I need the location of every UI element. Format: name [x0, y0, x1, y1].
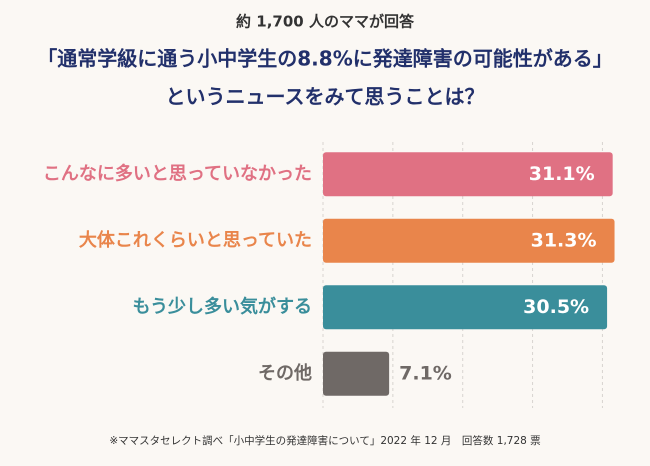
category-label: こんなに多いと思っていなかった	[43, 162, 312, 184]
category-label: 大体これくらいと思っていた	[79, 229, 312, 251]
chart-subtitle: というニュースをみて思うことは？	[166, 85, 485, 109]
value-label: 7.1%	[399, 362, 452, 384]
bar	[323, 351, 390, 396]
chart-title: 約 1,700 人のママが回答	[236, 13, 415, 31]
bar	[323, 218, 615, 263]
category-label: もう少し多い気がする	[133, 295, 312, 317]
chart-subtitle: 「通常学級に通う小中学生の8.8%に発達障害の可能性がある」	[37, 47, 612, 71]
footnote: ※ママスタセレクト調べ「小中学生の発達障害について」2022 年 12 月 回答…	[109, 434, 540, 447]
value-label: 31.3%	[531, 229, 597, 251]
value-label: 31.1%	[529, 163, 595, 185]
bar	[323, 285, 608, 330]
category-label: その他	[258, 362, 312, 384]
value-label: 30.5%	[523, 296, 589, 318]
bar	[323, 152, 613, 197]
